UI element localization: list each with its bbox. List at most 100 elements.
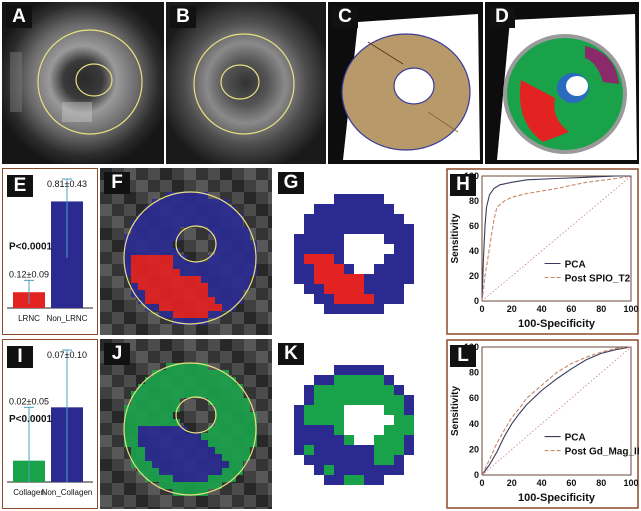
seg-pixel: [364, 455, 374, 465]
overlay-pixel: [215, 377, 222, 384]
mri-pixel: [244, 351, 256, 363]
seg-pixel: [374, 365, 384, 375]
seg-pixel: [404, 425, 414, 435]
mri-pixel: [220, 339, 232, 351]
overlay-pixel: [229, 297, 236, 304]
overlay-pixel: [236, 255, 243, 262]
mri-pixel: [232, 192, 244, 204]
seg-pixel: [314, 234, 324, 244]
overlay-pixel: [166, 482, 173, 489]
mri-pixel: [172, 507, 184, 509]
overlay-pixel: [138, 248, 145, 255]
overlay-pixel: [145, 213, 152, 220]
overlay-pixel: [180, 440, 187, 447]
seg-pixel: [354, 475, 364, 485]
seg-pixel: [314, 294, 324, 304]
seg-pixel: [364, 385, 374, 395]
overlay-pixel: [159, 370, 166, 377]
x-tick-label: 100: [623, 304, 638, 314]
y-tick-label: 60: [469, 221, 479, 231]
overlay-pixel: [159, 234, 166, 241]
overlay-pixel: [187, 482, 194, 489]
overlay-pixel: [201, 384, 208, 391]
chart-frame: [446, 339, 639, 509]
bar-chart-i: 0.02±0.05 Collagen 0.07±0.10 Non_Collagen P<…: [7, 349, 93, 497]
mri-pixel: [244, 483, 256, 495]
overlay-pixel: [159, 468, 166, 475]
overlay-pixel: [222, 304, 229, 311]
mri-pixel: [268, 168, 272, 180]
inner-contour: [220, 64, 260, 100]
overlay-pixel: [215, 433, 222, 440]
overlay-pixel: [166, 440, 173, 447]
mri-pixel: [100, 483, 112, 495]
mri-pixel: [256, 240, 268, 252]
seg-pixel: [404, 254, 414, 264]
overlay-pixel: [152, 454, 159, 461]
overlay-pixel: [187, 206, 194, 213]
overlay-pixel: [145, 412, 152, 419]
overlay-pixel: [180, 370, 187, 377]
overlay-pixel: [236, 220, 243, 227]
overlay-pixel: [243, 283, 250, 290]
seg-pixel: [384, 435, 394, 445]
mri-pixel: [244, 471, 256, 483]
seg-pixel: [314, 254, 324, 264]
y-tick-label: 0: [474, 470, 479, 480]
panel-d: D: [485, 2, 639, 164]
mri-pixel: [196, 180, 208, 192]
overlay-pixel: [152, 213, 159, 220]
seg-pixel: [324, 455, 334, 465]
panel-label-k: K: [278, 343, 304, 365]
overlay-pixel: [194, 461, 201, 468]
seg-pixel: [324, 204, 334, 214]
seg-pixel: [324, 234, 334, 244]
overlay-pixel: [222, 262, 229, 269]
overlay-pixel: [194, 206, 201, 213]
overlay-pixel: [194, 482, 201, 489]
seg-pixel: [294, 244, 304, 254]
mri-pixel: [112, 411, 124, 423]
overlay-pixel: [250, 412, 257, 419]
overlay-pixel: [201, 447, 208, 454]
mri-pixel: [184, 168, 196, 180]
mri-pixel: [112, 300, 124, 312]
overlay-pixel: [159, 482, 166, 489]
mri-pixel: [232, 507, 244, 509]
overlay-pixel: [201, 192, 208, 199]
overlay-pixel: [166, 311, 173, 318]
overlay-pixel: [131, 447, 138, 454]
seg-pixel: [324, 445, 334, 455]
overlay-pixel: [152, 461, 159, 468]
seg-pixel: [334, 465, 344, 475]
mri-pixel: [196, 423, 208, 435]
overlay-pixel: [173, 433, 180, 440]
diagonal-reference: [481, 175, 632, 302]
overlay-pixel: [215, 276, 222, 283]
overlay-pixel: [166, 419, 173, 426]
seg-pixel: [394, 435, 404, 445]
mri-pixel: [124, 495, 136, 507]
seg-pixel: [354, 385, 364, 395]
overlay-pixel: [159, 384, 166, 391]
overlay-pixel: [194, 297, 201, 304]
overlay-pixel: [229, 440, 236, 447]
overlay-pixel: [215, 234, 222, 241]
seg-pixel: [384, 264, 394, 274]
overlay-pixel: [229, 412, 236, 419]
mri-pixel: [268, 228, 272, 240]
mri-pixel: [160, 351, 172, 363]
mri-pixel: [232, 339, 244, 351]
mri-pixel: [184, 351, 196, 363]
seg-pixel: [384, 234, 394, 244]
x-tick-label: 60: [566, 478, 576, 488]
seg-pixel: [334, 435, 344, 445]
category-label: Non_LRNC: [47, 314, 88, 323]
overlay-pixel: [152, 398, 159, 405]
overlay-pixel: [131, 262, 138, 269]
overlay-pixel: [222, 290, 229, 297]
x-tick-label: 60: [566, 304, 576, 314]
mri-pixel: [256, 228, 268, 240]
overlay-pixel: [145, 304, 152, 311]
overlay-pixel: [166, 370, 173, 377]
